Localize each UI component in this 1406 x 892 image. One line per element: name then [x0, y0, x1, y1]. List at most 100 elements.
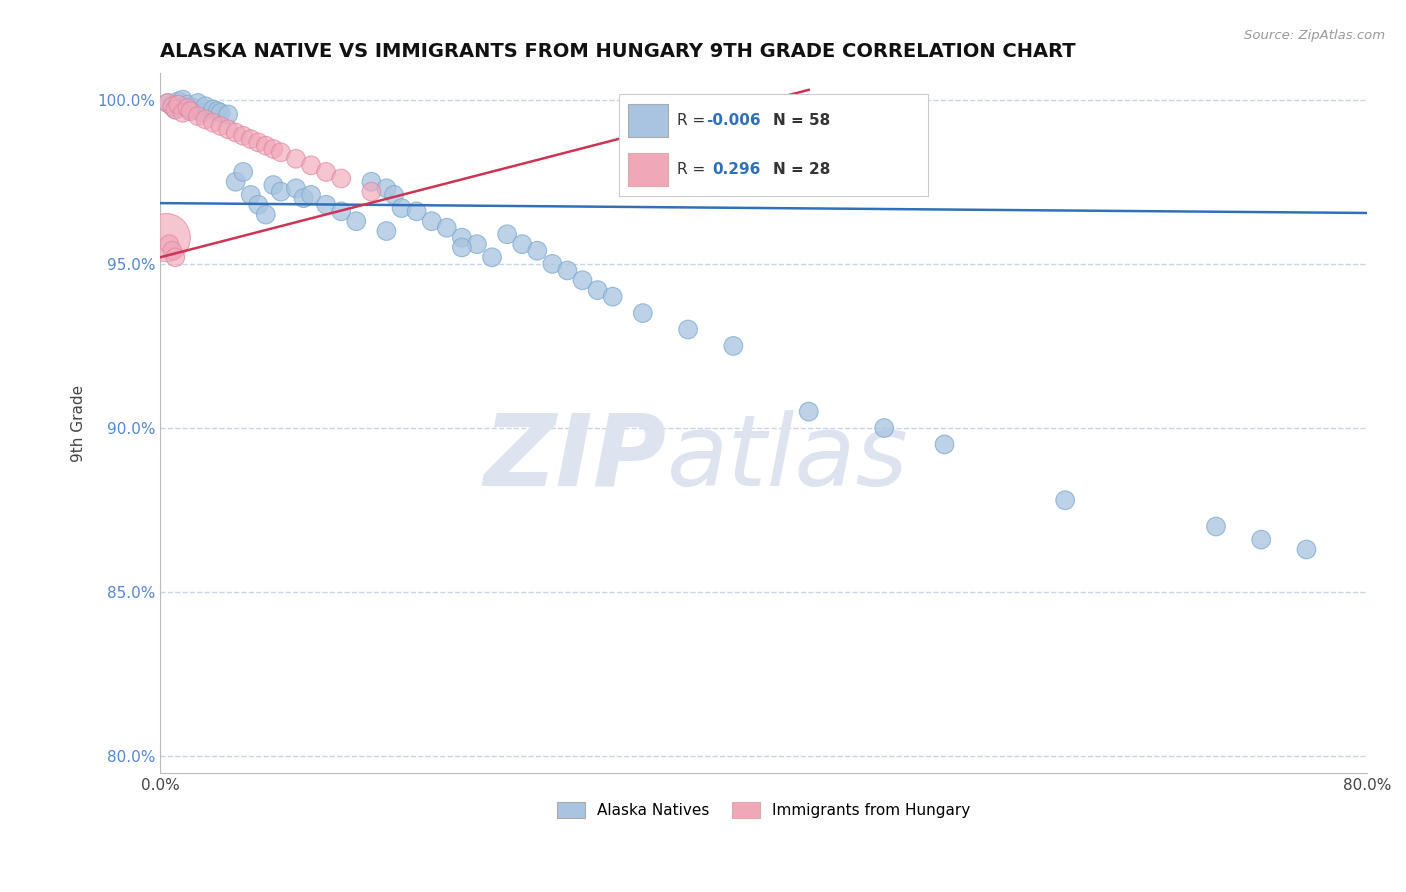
Point	[187, 95, 209, 110]
Point	[247, 136, 270, 150]
Point	[270, 185, 292, 199]
Point	[375, 181, 398, 195]
Point	[232, 165, 254, 179]
Point	[262, 142, 284, 156]
Point	[299, 158, 322, 172]
Point	[176, 101, 198, 115]
Text: N = 58: N = 58	[773, 112, 831, 128]
Point	[254, 138, 277, 153]
Point	[201, 116, 224, 130]
Point	[934, 437, 956, 451]
Point	[156, 95, 179, 110]
Point	[420, 214, 443, 228]
Point	[405, 204, 427, 219]
Point	[315, 198, 337, 212]
Point	[571, 273, 593, 287]
Point	[676, 322, 699, 336]
Point	[225, 175, 247, 189]
Point	[1205, 519, 1227, 533]
Point	[247, 198, 270, 212]
Point	[156, 95, 179, 110]
Point	[165, 250, 187, 264]
Point	[299, 188, 322, 202]
Text: R =: R =	[678, 112, 706, 128]
Point	[207, 104, 229, 119]
Text: ALASKA NATIVE VS IMMIGRANTS FROM HUNGARY 9TH GRADE CORRELATION CHART: ALASKA NATIVE VS IMMIGRANTS FROM HUNGARY…	[160, 42, 1076, 61]
Text: R =: R =	[678, 162, 706, 178]
Point	[496, 227, 519, 242]
Point	[217, 122, 239, 136]
Point	[165, 103, 187, 117]
Point	[360, 175, 382, 189]
Point	[157, 237, 180, 252]
Point	[481, 250, 503, 264]
Point	[602, 290, 624, 304]
Point	[450, 230, 472, 244]
Point	[391, 201, 413, 215]
Text: ZIP: ZIP	[484, 409, 666, 507]
Point	[217, 107, 239, 121]
Point	[176, 97, 198, 112]
Point	[183, 101, 205, 115]
Point	[1250, 533, 1272, 547]
Point	[172, 105, 194, 120]
Point	[360, 185, 382, 199]
Point	[541, 257, 564, 271]
Point	[225, 126, 247, 140]
Point	[270, 145, 292, 160]
Point	[315, 165, 337, 179]
Point	[239, 132, 262, 146]
Text: 0.296: 0.296	[713, 162, 761, 178]
FancyBboxPatch shape	[628, 104, 668, 136]
Point	[586, 283, 609, 297]
Legend: Alaska Natives, Immigrants from Hungary: Alaska Natives, Immigrants from Hungary	[551, 797, 976, 824]
Point	[330, 204, 353, 219]
Point	[526, 244, 548, 258]
Point	[191, 105, 214, 120]
Point	[165, 103, 187, 117]
Point	[179, 103, 201, 117]
Point	[510, 237, 533, 252]
Point	[797, 404, 820, 418]
FancyBboxPatch shape	[628, 153, 668, 186]
Point	[155, 230, 177, 244]
Point	[167, 97, 190, 112]
Point	[631, 306, 654, 320]
Point	[232, 128, 254, 143]
Point	[179, 104, 201, 119]
Point	[239, 188, 262, 202]
Point	[162, 99, 184, 113]
Text: Source: ZipAtlas.com: Source: ZipAtlas.com	[1244, 29, 1385, 42]
Point	[194, 112, 217, 127]
Point	[873, 421, 896, 435]
Point	[262, 178, 284, 192]
Text: -0.006: -0.006	[706, 112, 761, 128]
Point	[344, 214, 367, 228]
Point	[382, 188, 405, 202]
Point	[162, 99, 184, 113]
Text: N = 28: N = 28	[773, 162, 831, 178]
Point	[194, 99, 217, 113]
Point	[450, 240, 472, 254]
Point	[209, 105, 232, 120]
Point	[201, 103, 224, 117]
Point	[465, 237, 488, 252]
Point	[162, 244, 184, 258]
Point	[172, 93, 194, 107]
Point	[1054, 493, 1077, 508]
Point	[1295, 542, 1317, 557]
Point	[292, 191, 315, 205]
Point	[209, 119, 232, 133]
Point	[723, 339, 745, 353]
Point	[436, 220, 458, 235]
Point	[557, 263, 579, 277]
Point	[187, 109, 209, 123]
Y-axis label: 9th Grade: 9th Grade	[72, 384, 86, 462]
Point	[284, 152, 307, 166]
Point	[284, 181, 307, 195]
Point	[167, 95, 190, 109]
Point	[375, 224, 398, 238]
Point	[330, 171, 353, 186]
Text: atlas: atlas	[666, 409, 908, 507]
Point	[254, 208, 277, 222]
